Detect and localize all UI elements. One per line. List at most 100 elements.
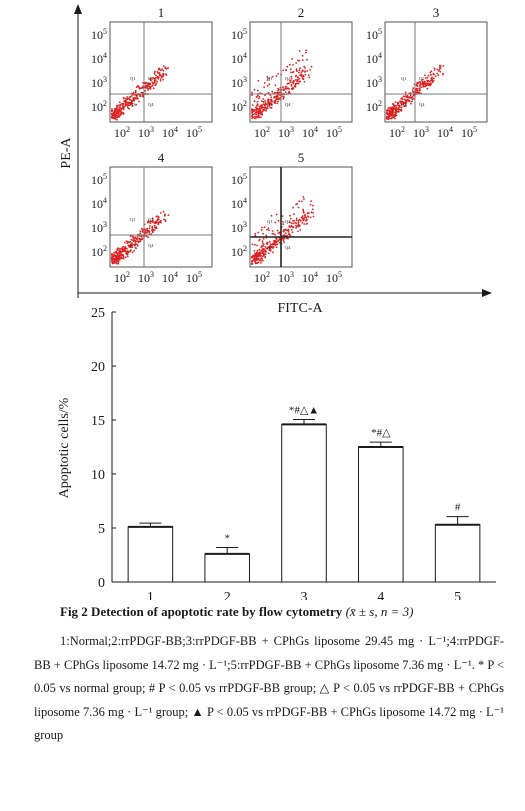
flow-dot (126, 253, 129, 255)
flow-dot (119, 104, 122, 106)
flow-dot (254, 106, 257, 109)
flow-dot (147, 236, 149, 239)
flow-dot (298, 218, 301, 221)
flow-dot (269, 106, 272, 109)
flow-dot (153, 224, 156, 227)
flow-dot (310, 211, 313, 214)
flow-dot (296, 80, 299, 83)
flow-dot (404, 101, 406, 104)
flow-dot (301, 76, 304, 78)
flow-dot (146, 227, 149, 230)
chart-y-tick-label: 5 (98, 522, 105, 537)
flow-dot (386, 109, 389, 111)
flow-dot (156, 215, 159, 218)
flow-dot (135, 103, 138, 106)
flow-dot (115, 116, 117, 119)
flow-dot (136, 97, 139, 99)
flow-dot (120, 112, 123, 115)
flow-dot (145, 84, 148, 87)
flow-dot (113, 251, 116, 254)
flow-dot (160, 75, 163, 77)
flow-dot (134, 96, 136, 99)
flow-dot (148, 230, 151, 233)
flow-dot (131, 235, 134, 238)
flow-dot (294, 84, 297, 86)
flow-dot (257, 261, 260, 264)
flow-dot (309, 203, 312, 206)
flow-dot (141, 237, 144, 239)
flow-dot (262, 252, 265, 255)
flow-dot (162, 78, 165, 81)
flow-dot (118, 258, 121, 261)
flow-dot (289, 226, 291, 229)
flow-dot (119, 254, 122, 256)
flow-dot (266, 76, 269, 78)
chart-x-tick-label: 2 (224, 590, 231, 600)
quadrant-label-q3: Q3 (130, 243, 136, 248)
flow-dot (433, 77, 435, 80)
flow-dot (157, 218, 160, 221)
flow-dot (132, 91, 135, 94)
flow-dot (291, 58, 293, 60)
flow-x-tick: 105 (186, 270, 202, 285)
flow-dot (122, 112, 125, 115)
flow-dot (288, 221, 291, 224)
flow-dot (285, 229, 288, 232)
flow-dot (427, 74, 430, 77)
flow-dot (162, 210, 165, 213)
flow-dot (155, 83, 158, 85)
flow-dot (264, 255, 267, 258)
flow-dot (395, 105, 398, 107)
flow-x-tick: 103 (413, 125, 429, 140)
flow-dot (157, 77, 160, 80)
flow-dot (273, 100, 276, 103)
flow-dot (274, 233, 276, 236)
quadrant-label-q1: Q1 (267, 76, 273, 81)
flow-dot (153, 226, 156, 229)
flow-panel-title: 4 (158, 150, 165, 165)
flow-panel-frame (249, 21, 353, 123)
flow-dot (277, 91, 280, 94)
flow-dot (130, 238, 133, 241)
flow-dot (122, 245, 125, 248)
flow-dot (162, 73, 164, 76)
flow-panel-2: 2 Q1 Q2 Q3 Q4 105 104 103 102 102 103 104 105 (231, 5, 353, 140)
flow-dot (430, 79, 433, 82)
flow-dot (303, 198, 305, 200)
flow-y-tick: 103 (366, 75, 382, 90)
flow-dot (394, 111, 397, 114)
flow-dot (288, 232, 290, 235)
flow-y-tick: 102 (231, 99, 247, 114)
flow-y-tick: 105 (366, 27, 382, 42)
flow-y-tick: 104 (231, 196, 247, 211)
flow-dot (126, 242, 129, 245)
flow-dot (299, 74, 301, 77)
flow-dot (295, 203, 298, 206)
flow-dot (148, 231, 151, 234)
flow-x-tick: 102 (389, 125, 405, 140)
flow-dot (283, 88, 286, 91)
flow-dot (295, 68, 298, 71)
flow-dot (292, 222, 295, 225)
flow-dot (285, 69, 288, 71)
flow-dot (118, 101, 121, 104)
flow-dot (115, 114, 117, 117)
flow-dot (298, 200, 301, 203)
flow-dot (148, 225, 151, 227)
flow-dot (118, 110, 121, 113)
flow-dot (151, 231, 154, 234)
flow-dot (277, 100, 279, 103)
flow-dot (149, 220, 152, 223)
flow-dot (275, 237, 278, 240)
flow-dot (290, 77, 293, 80)
flow-dot (151, 226, 154, 229)
flow-dot (119, 107, 122, 110)
bar-3 (281, 423, 327, 583)
flow-dot (307, 212, 310, 215)
flow-dot (404, 91, 407, 94)
flow-dot (150, 79, 152, 82)
flow-panel-frame (109, 166, 213, 268)
flow-dot (267, 246, 270, 249)
flow-dot (398, 104, 401, 107)
flow-dot (275, 213, 278, 216)
